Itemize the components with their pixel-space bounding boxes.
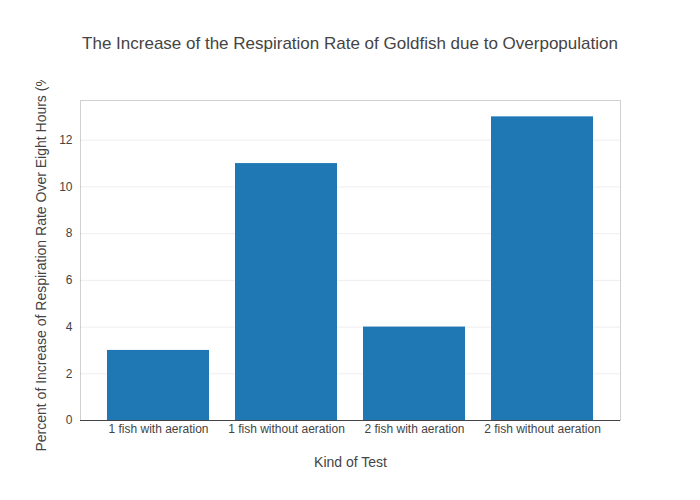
svg-text:4: 4 bbox=[66, 320, 73, 334]
svg-text:1 fish without aeration: 1 fish without aeration bbox=[228, 422, 345, 436]
svg-text:6: 6 bbox=[66, 273, 73, 287]
svg-text:10: 10 bbox=[59, 180, 73, 194]
svg-text:0: 0 bbox=[66, 413, 73, 427]
html-text:The Increase of the Respiratio: The Increase of the Respiration Rate of … bbox=[82, 34, 618, 53]
svg-text:2: 2 bbox=[66, 367, 73, 381]
svg-text:8: 8 bbox=[66, 226, 73, 240]
svg-text:1 fish with aeration: 1 fish with aeration bbox=[108, 422, 208, 436]
svg-text:12: 12 bbox=[59, 133, 73, 147]
svg-text:2 fish without aeration: 2 fish without aeration bbox=[484, 422, 601, 436]
svg-text:Percent of Increase of Respira: Percent of Increase of Respiration Rate … bbox=[33, 80, 49, 452]
svg-text:Kind of Test: Kind of Test bbox=[314, 454, 387, 470]
svg-text:2 fish with aeration: 2 fish with aeration bbox=[364, 422, 464, 436]
